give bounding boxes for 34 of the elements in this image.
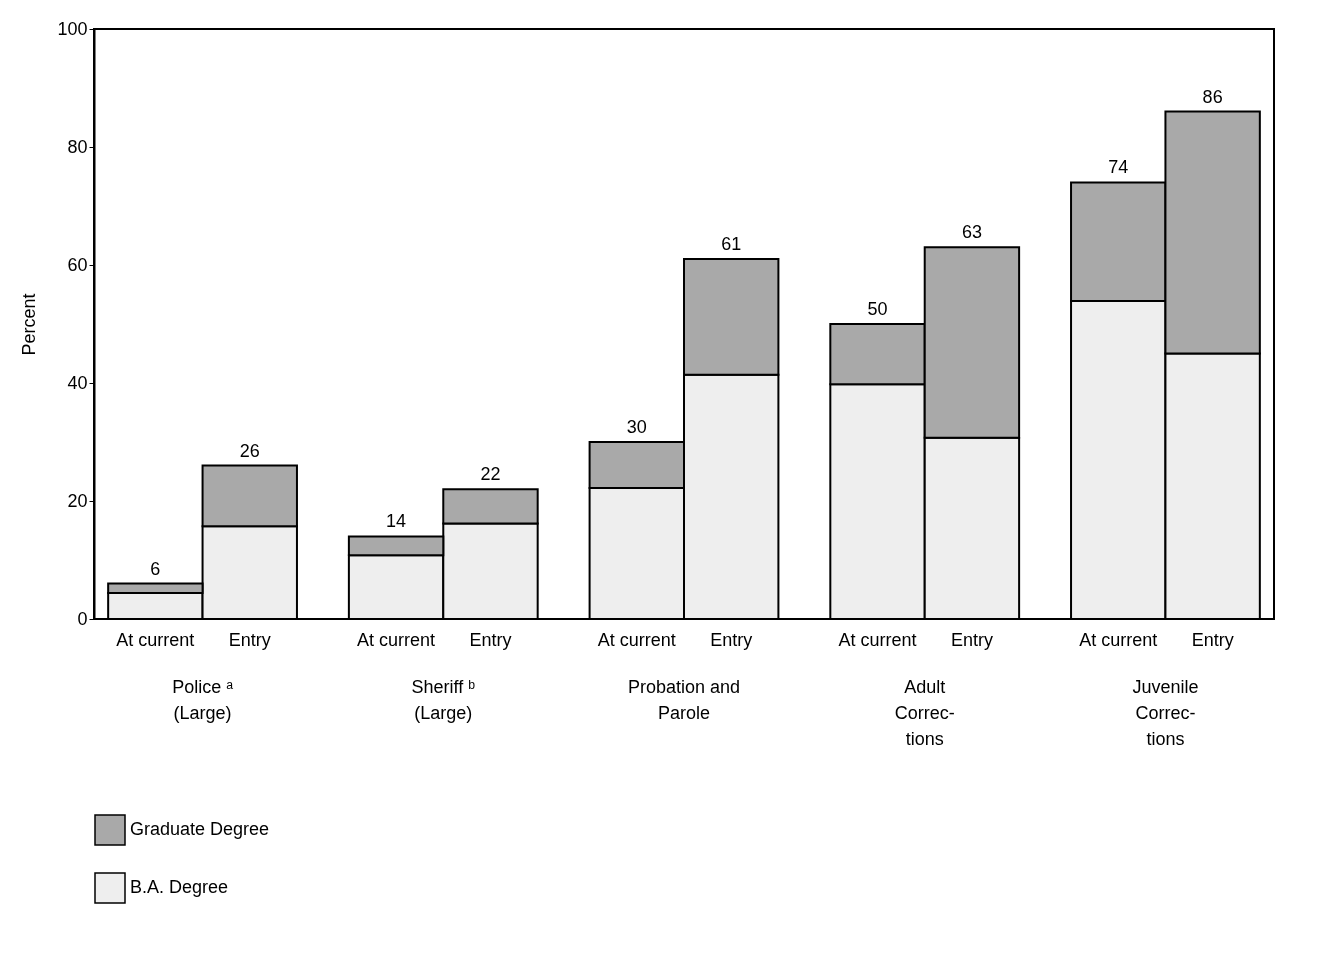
x-tick-label: At current bbox=[597, 630, 676, 650]
total-label: 63 bbox=[961, 222, 982, 243]
y-tick-label: 100 bbox=[57, 18, 88, 39]
total-label: 50 bbox=[867, 299, 888, 319]
y-tick-label: 0 bbox=[77, 608, 88, 629]
total-label: 14 bbox=[386, 511, 407, 532]
x-tick-label: At current bbox=[1079, 630, 1158, 650]
y-axis-title: Percent bbox=[19, 293, 40, 356]
text: Police ᵃ (Large) bbox=[172, 677, 234, 723]
x-tick-label: At current bbox=[116, 630, 195, 650]
text: Juvenile Correc- tions bbox=[1132, 677, 1199, 749]
total-label: 22 bbox=[480, 464, 501, 485]
x-tick-label: At current bbox=[357, 630, 436, 650]
x-tick-label: Entry bbox=[469, 630, 512, 650]
y-tick-label: 20 bbox=[67, 490, 88, 511]
text: Probation and Parole bbox=[627, 677, 741, 723]
x-tick-label: Entry bbox=[710, 630, 753, 650]
text: Adult Correc- tions bbox=[894, 677, 955, 749]
y-tick-label: 80 bbox=[67, 136, 88, 157]
total-label: 6 bbox=[150, 558, 161, 579]
total-label: 30 bbox=[626, 417, 647, 437]
x-tick-label: Entry bbox=[950, 630, 993, 650]
legend-label: B.A. Degree bbox=[130, 877, 229, 897]
x-tick-label: Entry bbox=[228, 630, 271, 650]
x-tick-label: Entry bbox=[1191, 630, 1234, 650]
text: Sheriff ᵇ (Large) bbox=[411, 677, 476, 723]
total-label: 61 bbox=[721, 234, 742, 255]
x-tick-label: At current bbox=[838, 630, 917, 650]
y-tick-label: 40 bbox=[67, 372, 88, 393]
total-label: 26 bbox=[239, 440, 260, 461]
legend-label: Graduate Degree bbox=[130, 819, 270, 839]
total-label: 74 bbox=[1108, 157, 1129, 178]
total-label: 86 bbox=[1202, 86, 1223, 107]
y-tick-label: 60 bbox=[67, 254, 88, 275]
